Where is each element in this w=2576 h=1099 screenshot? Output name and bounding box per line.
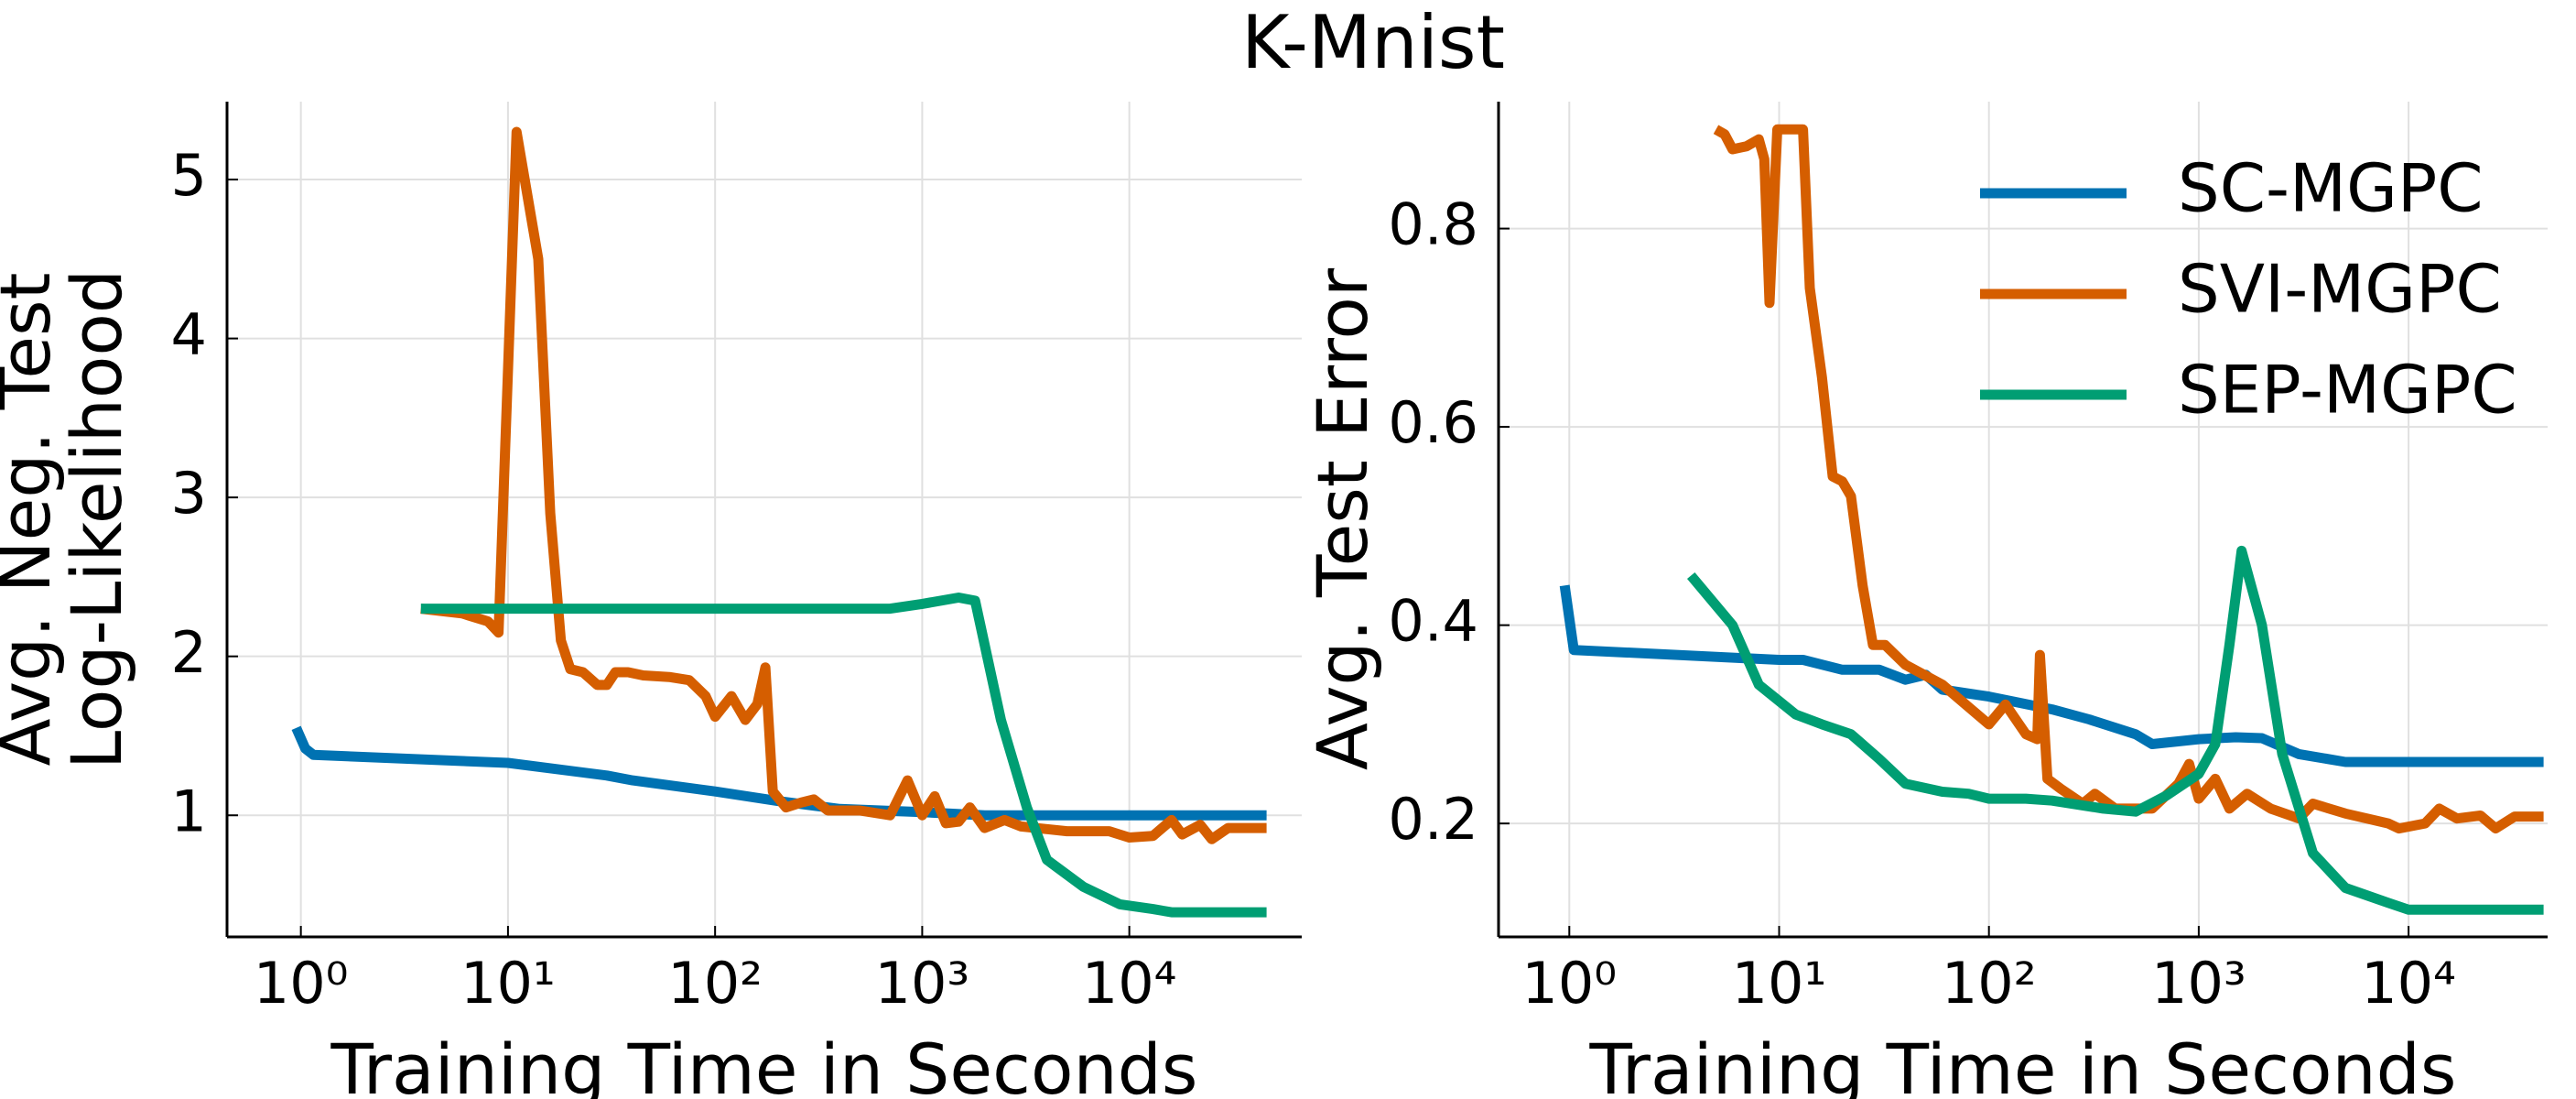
legend-label: SC-MGPC xyxy=(2178,150,2484,227)
x-tick-label: 10⁴ xyxy=(1082,950,1177,1017)
y-axis-label: Avg. Neg. Test xyxy=(0,273,66,767)
y-tick-label: 3 xyxy=(171,460,207,527)
x-tick-label: 10³ xyxy=(875,950,970,1017)
x-tick-label: 10¹ xyxy=(1732,950,1827,1017)
data-line xyxy=(1713,124,2544,834)
x-axis-label: Training Time in Seconds xyxy=(1589,1028,2457,1099)
figure-title: K-Mnist xyxy=(1241,0,1505,85)
y-tick-label: 1 xyxy=(171,778,207,844)
subplot: 10⁰ 10¹ 10² 10³ 10⁴ 1 2 3 4 5 Training Time in Sec… xyxy=(0,102,1302,1099)
data-line xyxy=(1559,584,2544,767)
y-axis-label: Avg. Test Error xyxy=(1302,267,1383,770)
x-axis-label: Training Time in Seconds xyxy=(330,1028,1198,1099)
y-tick-label: 0.2 xyxy=(1388,786,1478,853)
x-tick-label: 10³ xyxy=(2151,950,2246,1017)
x-tick-label: 10² xyxy=(1942,950,2037,1017)
legend-label: SVI-MGPC xyxy=(2178,251,2502,328)
y-tick-label: 0.4 xyxy=(1388,588,1478,655)
data-line xyxy=(291,725,1267,821)
data-line xyxy=(420,126,1267,844)
y-tick-label: 0.6 xyxy=(1388,389,1478,456)
y-tick-label: 2 xyxy=(171,619,207,686)
x-tick-label: 10⁰ xyxy=(254,950,349,1017)
y-tick-label: 0.8 xyxy=(1388,191,1478,258)
x-tick-label: 10² xyxy=(667,950,763,1017)
x-tick-label: 10¹ xyxy=(460,950,556,1017)
legend-label: SEP-MGPC xyxy=(2178,352,2517,429)
x-tick-label: 10⁰ xyxy=(1521,950,1617,1017)
y-axis-label: Log-Likelihood xyxy=(56,269,137,769)
data-line xyxy=(420,593,1267,918)
x-tick-label: 10⁴ xyxy=(2361,950,2456,1017)
y-tick-label: 4 xyxy=(171,301,207,368)
data-line xyxy=(1686,545,2544,915)
subplot: 10⁰ 10¹ 10² 10³ 10⁴ 0.2 0.4 0.6 0.8 Training Time… xyxy=(1302,102,2548,1099)
y-tick-label: 5 xyxy=(171,142,207,209)
